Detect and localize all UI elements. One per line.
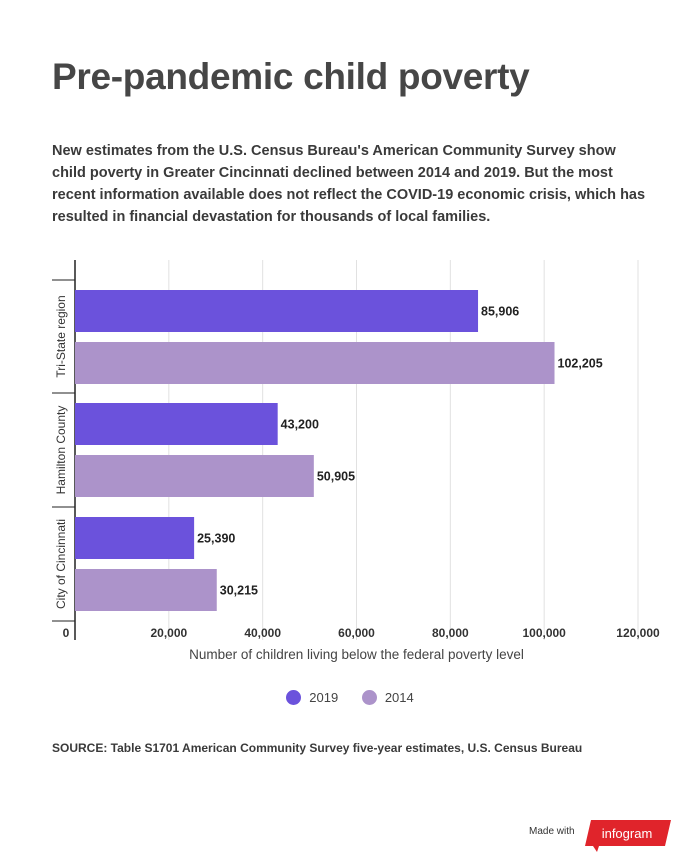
data-label: 30,215 [220,584,258,598]
data-label: 43,200 [281,418,319,432]
made-with-label: Made with [529,826,575,837]
x-tick-label: 60,000 [338,626,375,640]
x-tick-label: 0 [63,626,70,640]
legend-item-2019[interactable]: 2019 [286,690,338,705]
source-note: SOURCE: Table S1701 American Community S… [52,741,583,755]
legend-label-2014: 2014 [384,690,414,705]
category-label: Tri-State region [54,295,68,377]
bar-2019-1 [75,403,278,445]
infogram-logo[interactable]: infogram [583,820,671,854]
legend: 2019 2014 [0,690,700,708]
x-tick-label: 80,000 [432,626,469,640]
bar-2019-0 [75,290,479,332]
legend-swatch-2019 [286,690,302,705]
data-label: 50,905 [317,470,355,484]
category-label: City of Cincinnati [54,519,68,609]
legend-swatch-2014 [361,690,377,705]
category-label: Hamilton County [54,406,68,495]
x-tick-label: 100,000 [522,626,566,640]
legend-item-2014[interactable]: 2014 [361,690,414,705]
x-tick-label: 20,000 [150,626,187,640]
bar-2019-2 [75,517,195,559]
data-label: 102,205 [558,357,603,371]
x-tick-label: 40,000 [244,626,281,640]
bar-2014-2 [75,569,217,611]
chart-title: Pre-pandemic child poverty [52,56,530,97]
data-label: 25,390 [197,532,235,546]
logo-badge-shape [585,820,671,852]
bar-chart: 85,906 102,205 Tri-State region 43,200 50,90… [52,260,660,662]
bar-2014-0 [75,342,555,384]
x-axis-title: Number of children living below the fede… [189,647,524,662]
legend-label-2019: 2019 [309,690,339,705]
data-label: 85,906 [481,305,519,319]
logo-text: infogram [602,826,653,841]
chart-description: New estimates from the U.S. Census Burea… [52,143,646,225]
x-tick-label: 120,000 [616,626,660,640]
bar-2014-1 [75,455,314,497]
